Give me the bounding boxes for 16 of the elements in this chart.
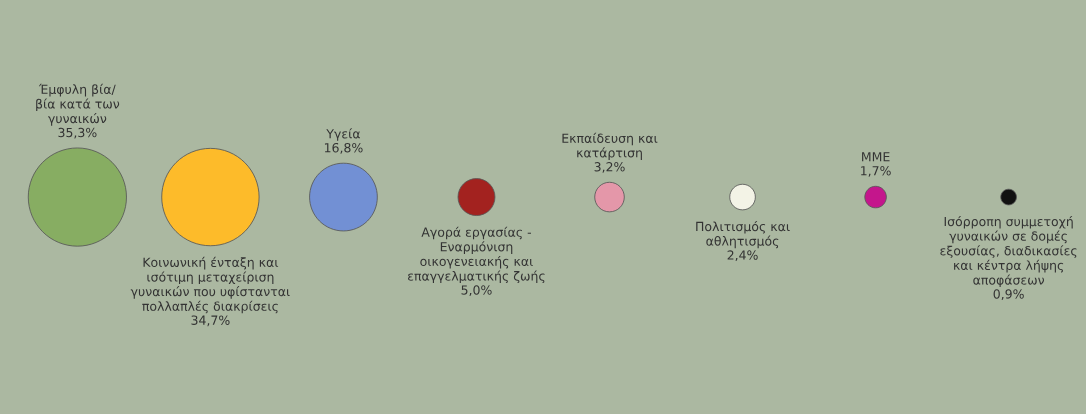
category-label: Ισόρροπη συμμετοχή γυναικών σε δομές εξουσίας, διαδικασίες και κέντρα λήψης αποφάσεων [940,216,1077,288]
data-label: 0,9% [993,289,1024,300]
category-label: Εκπαίδευση και κατάρτιση [562,132,658,160]
category-label: Έμφυλη βία/ βία κατά των γυναικών [36,83,120,126]
data-label: 2,4% [727,250,758,262]
category-label: Αγορά εργασίας - Εναρμόνιση οικογενειακής και επαγγελματικής ζωής [408,226,545,284]
category-label: Κοινωνική ένταξη και ισότιμη μεταχείριση γυναικών που υφίστανται πολλαπλές διακρίσεις [130,256,290,314]
category-label: Υγεία [326,128,360,141]
data-label: 16,8% [324,142,363,154]
category-label: Πολιτισμός και αθλητισμός [696,220,790,249]
data-label: 35,3% [58,127,97,139]
category-label: ΜΜΕ [862,152,890,162]
data-label: 34,7% [191,315,230,327]
data-label: 5,0% [461,285,492,296]
data-label: 3,2% [594,162,625,173]
data-label: 1,7% [861,166,891,177]
